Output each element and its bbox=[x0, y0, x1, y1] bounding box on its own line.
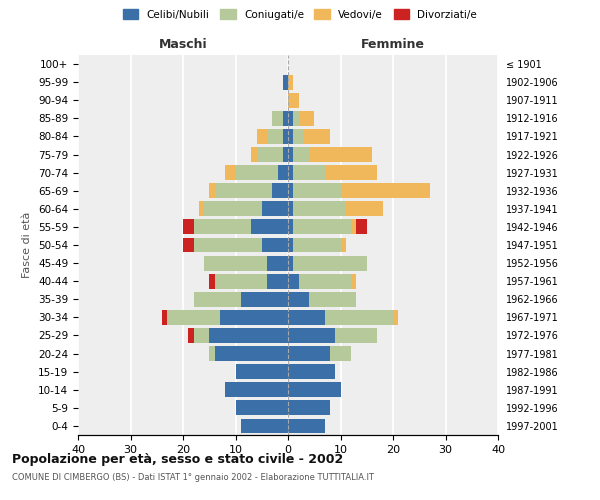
Bar bbox=[288, 74, 293, 90]
Bar bbox=[309, 147, 372, 162]
Bar bbox=[241, 418, 288, 434]
Text: Maschi: Maschi bbox=[158, 38, 208, 52]
Bar bbox=[215, 274, 267, 288]
Bar bbox=[272, 184, 288, 198]
Bar bbox=[293, 129, 304, 144]
Bar bbox=[283, 74, 288, 90]
Bar bbox=[346, 202, 383, 216]
Bar bbox=[288, 93, 299, 108]
Bar bbox=[288, 147, 293, 162]
Bar bbox=[193, 238, 262, 252]
Bar bbox=[325, 310, 393, 325]
Bar bbox=[241, 292, 288, 306]
Bar bbox=[293, 238, 341, 252]
Bar bbox=[225, 382, 288, 397]
Bar bbox=[288, 346, 330, 361]
Bar bbox=[267, 274, 288, 288]
Bar bbox=[293, 184, 341, 198]
Bar bbox=[183, 238, 193, 252]
Bar bbox=[330, 346, 351, 361]
Bar bbox=[262, 202, 288, 216]
Bar bbox=[257, 147, 283, 162]
Legend: Celibi/Nubili, Coniugati/e, Vedovi/e, Divorziati/e: Celibi/Nubili, Coniugati/e, Vedovi/e, Di… bbox=[119, 5, 481, 24]
Bar bbox=[299, 274, 351, 288]
Bar bbox=[293, 165, 325, 180]
Bar bbox=[283, 111, 288, 126]
Bar bbox=[288, 418, 325, 434]
Bar bbox=[288, 292, 309, 306]
Bar bbox=[167, 310, 220, 325]
Bar bbox=[293, 256, 367, 270]
Bar bbox=[341, 184, 430, 198]
Bar bbox=[235, 400, 288, 415]
Bar bbox=[288, 364, 335, 379]
Bar bbox=[193, 220, 251, 234]
Bar bbox=[215, 346, 288, 361]
Bar bbox=[209, 346, 215, 361]
Bar bbox=[335, 328, 377, 343]
Bar bbox=[351, 274, 356, 288]
Bar bbox=[288, 256, 293, 270]
Bar bbox=[288, 111, 293, 126]
Bar bbox=[288, 184, 293, 198]
Bar bbox=[225, 165, 235, 180]
Bar bbox=[220, 310, 288, 325]
Bar bbox=[356, 220, 367, 234]
Bar bbox=[293, 220, 351, 234]
Bar bbox=[288, 382, 341, 397]
Bar bbox=[235, 364, 288, 379]
Bar bbox=[257, 129, 267, 144]
Bar bbox=[309, 292, 356, 306]
Bar bbox=[341, 238, 346, 252]
Bar bbox=[188, 328, 193, 343]
Bar bbox=[204, 256, 267, 270]
Bar bbox=[299, 111, 314, 126]
Bar bbox=[283, 129, 288, 144]
Bar bbox=[267, 256, 288, 270]
Bar bbox=[288, 310, 325, 325]
Bar bbox=[288, 238, 293, 252]
Bar bbox=[288, 274, 299, 288]
Bar bbox=[293, 202, 346, 216]
Bar bbox=[193, 328, 209, 343]
Bar bbox=[204, 202, 262, 216]
Bar bbox=[288, 328, 335, 343]
Text: Popolazione per età, sesso e stato civile - 2002: Popolazione per età, sesso e stato civil… bbox=[12, 452, 343, 466]
Bar bbox=[251, 147, 257, 162]
Bar bbox=[199, 202, 204, 216]
Text: COMUNE DI CIMBERGO (BS) - Dati ISTAT 1° gennaio 2002 - Elaborazione TUTTITALIA.I: COMUNE DI CIMBERGO (BS) - Dati ISTAT 1° … bbox=[12, 472, 374, 482]
Bar bbox=[183, 220, 193, 234]
Bar bbox=[283, 147, 288, 162]
Bar bbox=[209, 328, 288, 343]
Bar bbox=[288, 400, 330, 415]
Bar bbox=[193, 292, 241, 306]
Bar bbox=[277, 165, 288, 180]
Bar bbox=[293, 147, 309, 162]
Bar bbox=[304, 129, 330, 144]
Bar bbox=[288, 129, 293, 144]
Text: Femmine: Femmine bbox=[361, 38, 425, 52]
Bar bbox=[251, 220, 288, 234]
Bar bbox=[215, 184, 272, 198]
Bar bbox=[393, 310, 398, 325]
Bar bbox=[325, 165, 377, 180]
Bar bbox=[209, 184, 215, 198]
Bar bbox=[288, 220, 293, 234]
Y-axis label: Fasce di età: Fasce di età bbox=[22, 212, 32, 278]
Bar bbox=[209, 274, 215, 288]
Bar bbox=[293, 111, 299, 126]
Bar bbox=[235, 165, 277, 180]
Bar bbox=[351, 220, 356, 234]
Bar bbox=[162, 310, 167, 325]
Bar bbox=[288, 202, 293, 216]
Bar bbox=[267, 129, 283, 144]
Bar bbox=[288, 165, 293, 180]
Bar bbox=[262, 238, 288, 252]
Bar bbox=[272, 111, 283, 126]
